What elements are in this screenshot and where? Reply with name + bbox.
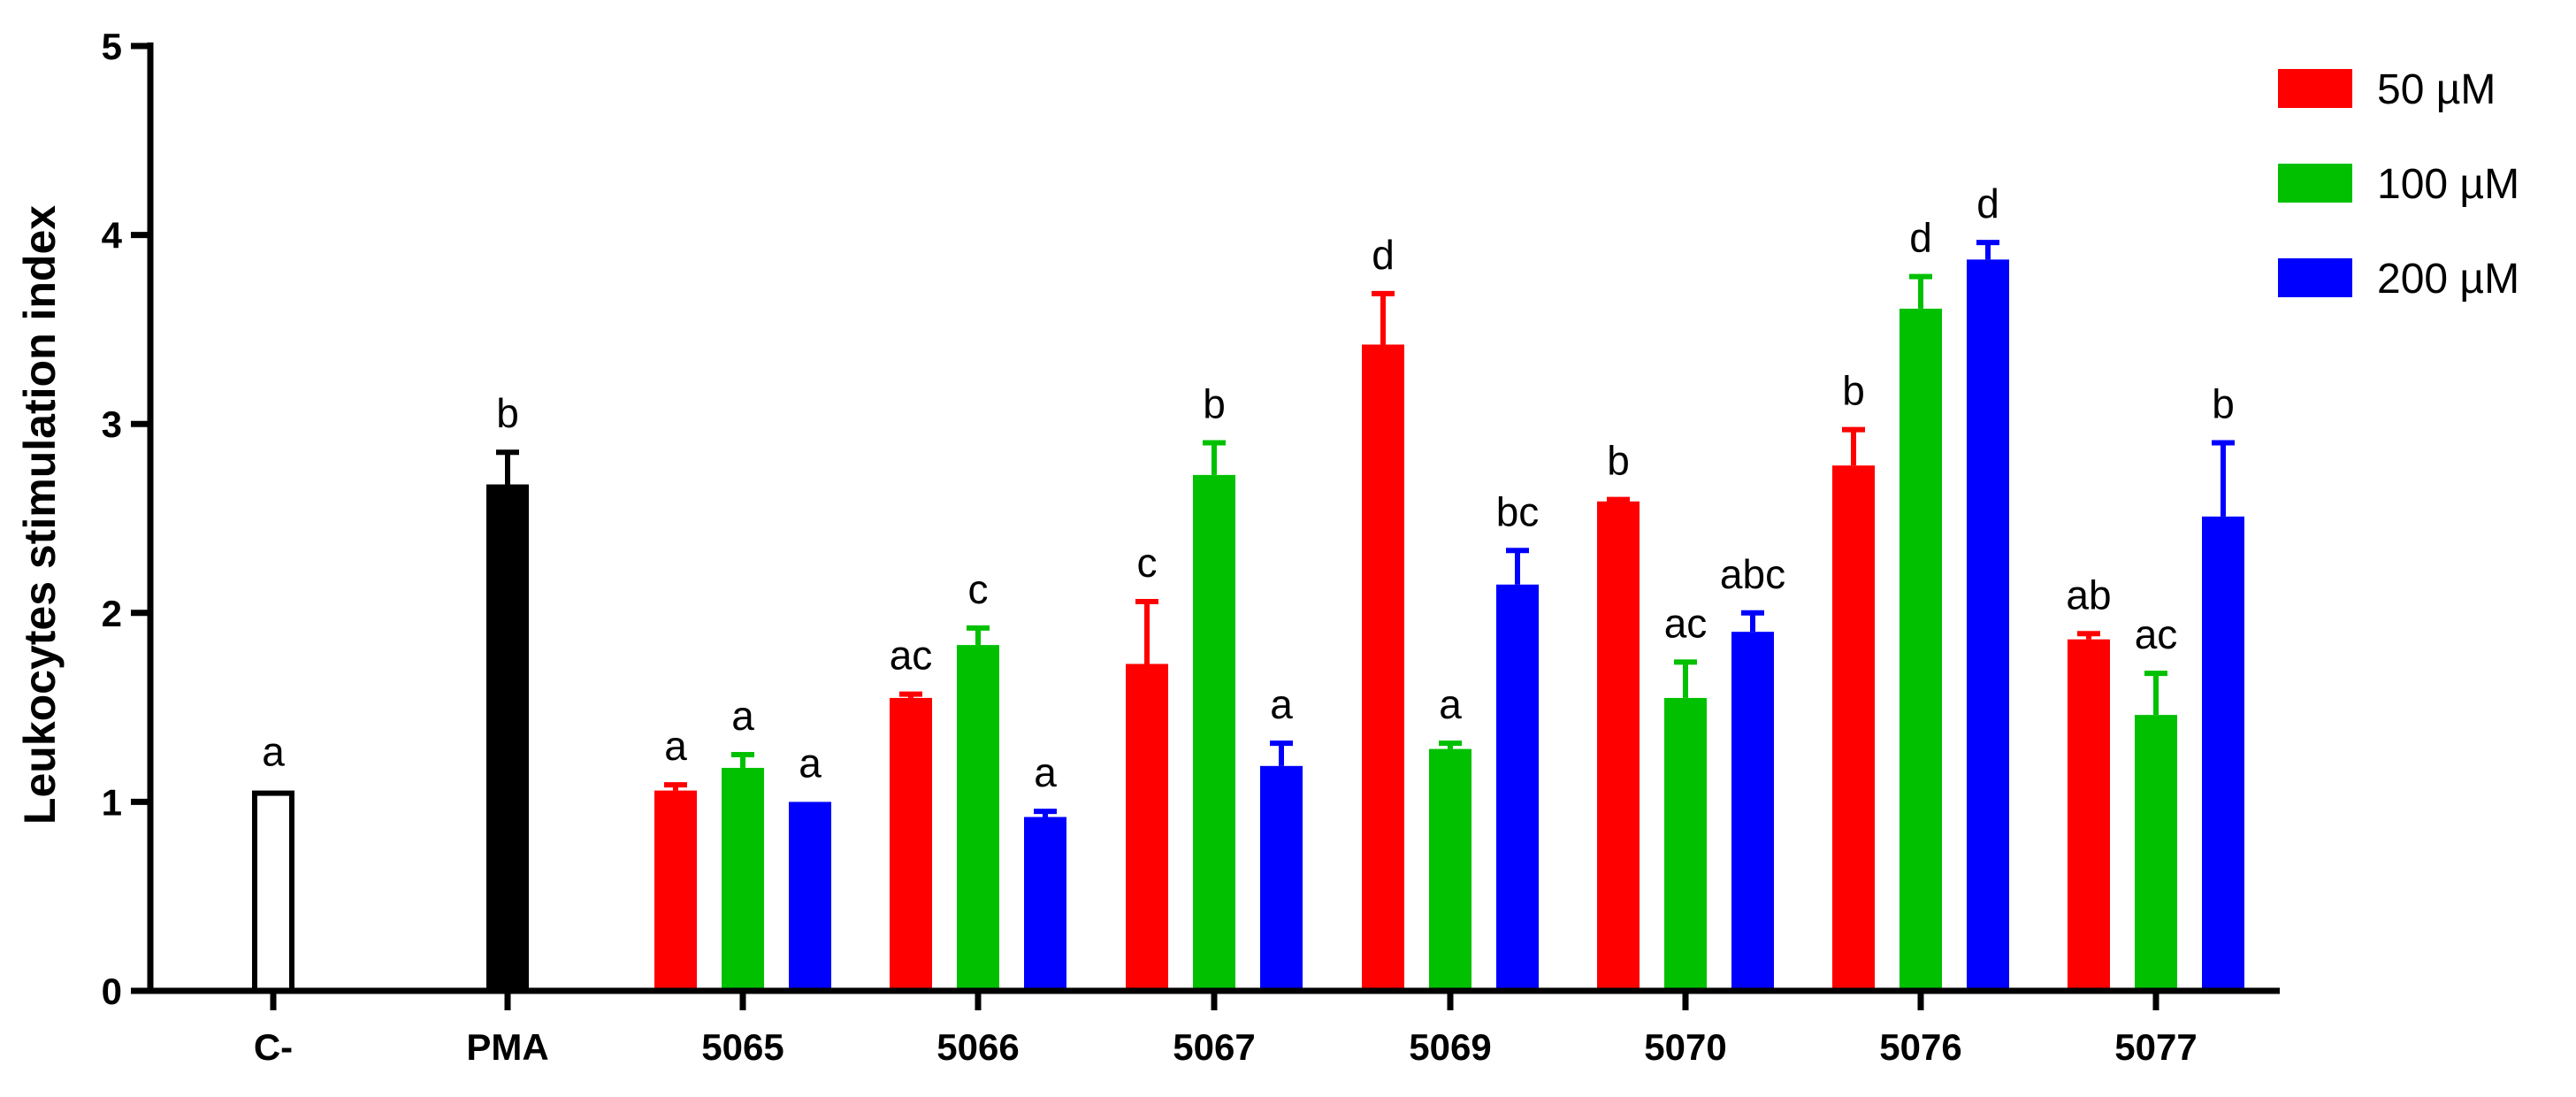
bar-5076-50M [1832,465,1875,991]
x-category-label: 5077 [2114,1026,2197,1068]
significance-label: ac [2135,611,2178,657]
significance-label: b [1607,438,1630,484]
x-category-label: PMA [466,1026,548,1068]
bar-C--control [252,790,294,993]
y-tick-label: 2 [102,593,122,634]
bar-5076-100M [1900,308,1942,991]
y-tick-label: 1 [102,781,122,823]
significance-label: a [1270,681,1293,727]
significance-label: bc [1496,488,1540,534]
bar-5070-100M [1664,697,1707,991]
bar-5077-50M [2068,639,2110,991]
significance-label: b [1842,368,1865,414]
labels-layer: 012345aC-bPMAaaa5065acca5066cba5067dabc5… [102,26,2235,1068]
significance-label: ac [1664,600,1708,646]
significance-label: c [968,566,989,612]
x-category-label: C- [254,1026,293,1068]
bar-5066-50M [890,697,932,991]
bars-layer [252,240,2244,993]
significance-label: d [1372,232,1395,278]
y-axis-title: Leukocytes stimulation index [15,205,65,825]
bar-5076-200M [1967,259,2009,991]
bar-5067-50M [1126,664,1168,991]
legend-swatch [2278,258,2352,297]
axes-layer [131,42,2280,1010]
significance-label: b [2212,381,2235,427]
y-tick-label: 5 [102,26,122,67]
significance-label: a [731,693,754,739]
x-category-label: 5067 [1173,1026,1255,1068]
bar-PMA-control [486,484,529,993]
x-category-label: 5076 [1879,1026,1961,1068]
bar-5067-200M [1260,765,1303,991]
significance-label: b [1203,381,1226,427]
x-category-label: 5069 [1409,1026,1491,1068]
bar-5065-100M [722,767,764,991]
significance-label: ac [890,633,933,679]
bar-5069-50M [1362,344,1404,991]
significance-label: b [496,390,519,436]
bar-5069-200M [1496,584,1539,991]
y-tick-label: 3 [102,403,122,445]
bar-5065-200M [789,802,831,991]
significance-label: a [262,729,285,775]
significance-label: a [1034,749,1057,795]
bar-5069-100M [1429,748,1471,991]
significance-label: d [1909,215,1932,261]
bar-5070-200M [1731,632,1774,991]
bar-5066-100M [957,645,999,991]
significance-label: abc [1720,551,1785,597]
bar-5077-200M [2202,516,2244,991]
significance-label: ab [2066,572,2111,618]
bar-5070-50M [1597,501,1640,991]
legend-label: 200 µM [2377,256,2519,303]
legend: 50 µM 100 µM 200 µM [2278,66,2519,303]
significance-label: a [1439,681,1462,727]
x-category-label: 5070 [1644,1026,1726,1068]
bar-5066-200M [1024,817,1066,991]
y-tick-label: 0 [102,970,122,1012]
bar-5067-100M [1193,474,1235,991]
significance-label: a [799,740,822,786]
legend-label: 50 µM [2377,66,2496,113]
significance-label: c [1137,540,1158,586]
bar-5065-50M [654,790,697,991]
legend-swatch [2278,164,2352,203]
y-tick-label: 4 [102,215,123,257]
significance-label: a [664,723,687,769]
x-category-label: 5065 [701,1026,784,1068]
x-category-label: 5066 [936,1026,1019,1068]
legend-label: 100 µM [2377,161,2519,208]
significance-label: d [1976,180,1999,226]
bar-5077-100M [2135,715,2177,991]
legend-swatch [2278,69,2352,108]
